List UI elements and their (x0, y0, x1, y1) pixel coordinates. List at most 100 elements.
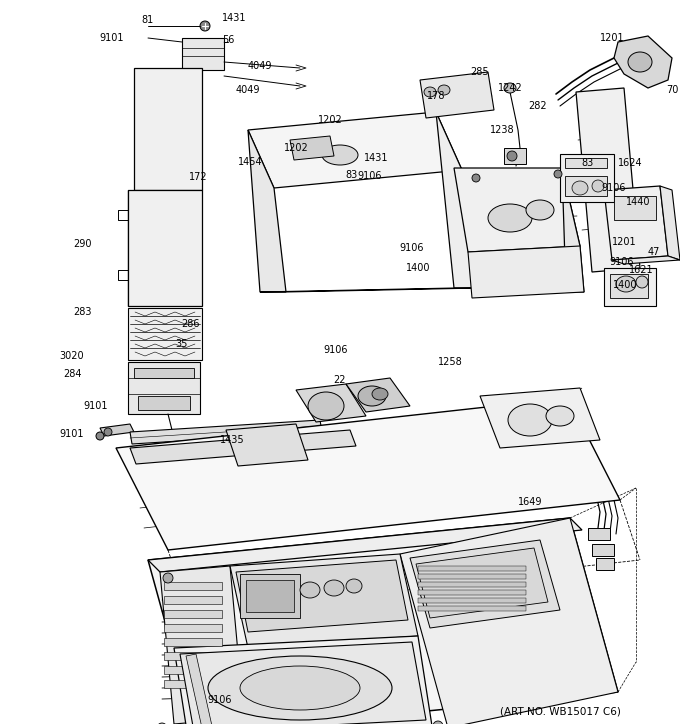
Bar (128, 362, 200, 414)
Polygon shape (420, 72, 494, 118)
Polygon shape (604, 186, 668, 260)
Bar (504, 148, 526, 164)
Text: 9106: 9106 (400, 243, 424, 253)
Text: 178: 178 (427, 91, 445, 101)
Bar (610, 274, 648, 298)
Polygon shape (480, 388, 600, 448)
Bar (565, 176, 607, 196)
Polygon shape (226, 424, 308, 466)
Polygon shape (180, 642, 426, 724)
Bar (596, 558, 614, 570)
Bar (164, 582, 222, 590)
Ellipse shape (472, 174, 480, 182)
Polygon shape (454, 168, 580, 252)
Bar (418, 566, 526, 571)
Text: 1624: 1624 (617, 158, 643, 168)
Text: 1649: 1649 (517, 497, 542, 507)
Ellipse shape (200, 21, 210, 31)
Polygon shape (296, 384, 366, 422)
Polygon shape (148, 518, 618, 724)
Bar (164, 638, 222, 646)
Text: 1201: 1201 (612, 237, 636, 247)
Text: 1202: 1202 (318, 115, 342, 125)
Ellipse shape (616, 276, 636, 292)
Text: 1238: 1238 (490, 125, 514, 135)
Ellipse shape (156, 126, 180, 144)
Text: 282: 282 (528, 101, 547, 111)
Bar (588, 528, 610, 540)
Text: 1258: 1258 (438, 357, 462, 367)
Bar (164, 680, 222, 688)
Text: 4049: 4049 (236, 85, 260, 95)
Ellipse shape (592, 180, 604, 192)
Bar (138, 396, 190, 410)
Text: 9106: 9106 (208, 695, 233, 705)
Bar (246, 580, 294, 612)
Polygon shape (128, 308, 202, 360)
Ellipse shape (300, 582, 320, 598)
Bar (614, 196, 656, 220)
Ellipse shape (147, 201, 183, 227)
Ellipse shape (636, 276, 648, 288)
Text: 290: 290 (73, 239, 91, 249)
Polygon shape (260, 288, 480, 292)
Text: 9106: 9106 (324, 345, 348, 355)
Text: 9106: 9106 (610, 257, 634, 267)
Text: 284: 284 (63, 369, 81, 379)
Polygon shape (436, 112, 480, 288)
Text: 285: 285 (471, 67, 490, 77)
Text: 35: 35 (176, 339, 188, 349)
Ellipse shape (596, 208, 612, 220)
Polygon shape (416, 548, 548, 618)
Ellipse shape (240, 666, 360, 710)
Polygon shape (100, 424, 134, 436)
Bar (134, 368, 194, 378)
Text: 1435: 1435 (220, 435, 244, 445)
Text: 83: 83 (581, 158, 593, 168)
Ellipse shape (526, 200, 554, 220)
Ellipse shape (508, 404, 552, 436)
Text: 1621: 1621 (629, 265, 653, 275)
Bar (134, 68, 202, 190)
Ellipse shape (546, 406, 574, 426)
Ellipse shape (628, 52, 652, 72)
Bar (604, 268, 656, 306)
Polygon shape (346, 378, 410, 412)
Ellipse shape (424, 87, 436, 97)
Bar (418, 574, 526, 579)
Text: 56: 56 (222, 35, 234, 45)
Ellipse shape (488, 204, 532, 232)
Text: 1400: 1400 (406, 263, 430, 273)
Bar (128, 190, 202, 306)
Ellipse shape (594, 162, 610, 174)
Ellipse shape (149, 240, 181, 264)
Text: 283: 283 (73, 307, 91, 317)
Text: 1201: 1201 (600, 33, 624, 43)
Ellipse shape (358, 386, 386, 406)
Polygon shape (614, 36, 672, 88)
Text: 1242: 1242 (498, 83, 522, 93)
Ellipse shape (592, 118, 608, 130)
Polygon shape (612, 256, 680, 264)
Text: 286: 286 (181, 319, 199, 329)
Bar (565, 158, 607, 168)
Ellipse shape (554, 170, 562, 178)
Ellipse shape (156, 156, 180, 174)
Polygon shape (410, 540, 560, 628)
Ellipse shape (154, 90, 182, 110)
Text: 22: 22 (334, 375, 346, 385)
Ellipse shape (322, 145, 358, 165)
Bar (592, 544, 614, 556)
Polygon shape (174, 636, 432, 724)
Bar (164, 666, 222, 674)
Ellipse shape (96, 432, 104, 440)
Ellipse shape (163, 573, 173, 583)
Polygon shape (290, 136, 334, 160)
Bar (418, 598, 526, 603)
Bar (560, 154, 614, 202)
Ellipse shape (438, 85, 450, 95)
Text: 1400: 1400 (613, 280, 637, 290)
Bar (164, 624, 222, 632)
Text: 70: 70 (666, 85, 678, 95)
Ellipse shape (157, 723, 167, 724)
